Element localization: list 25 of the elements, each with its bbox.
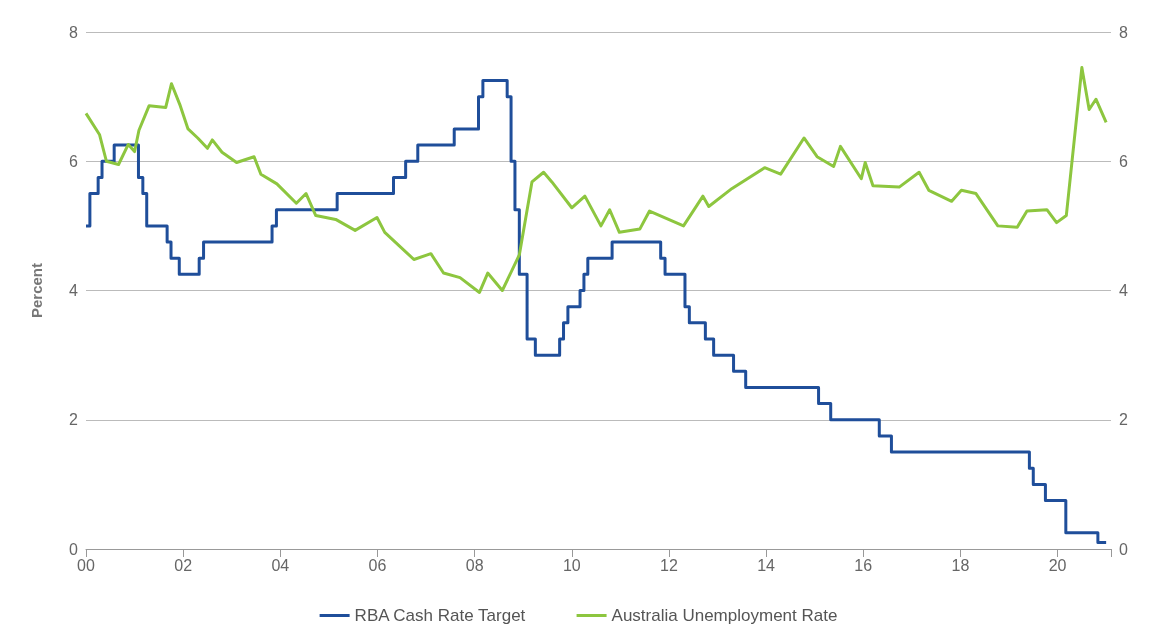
y2-tick-label: 6 <box>1119 152 1128 170</box>
x-tick-label: 16 <box>854 556 873 574</box>
line-series <box>84 66 1108 294</box>
x-tick-label: 14 <box>757 556 776 574</box>
x-tick-label: 12 <box>660 556 678 574</box>
legend-label: RBA Cash Rate Target <box>354 606 526 625</box>
legend-label: Australia Unemployment Rate <box>611 606 838 625</box>
y2-tick-label: 0 <box>1119 540 1128 558</box>
y-tick-label: 4 <box>69 282 79 299</box>
y2-tick-label: 4 <box>1119 282 1128 299</box>
y-tick-label: 6 <box>69 152 79 170</box>
x-tick-label: 20 <box>1048 556 1067 574</box>
y-tick-label: 2 <box>69 411 79 429</box>
y2-tick-label: 2 <box>1119 411 1128 429</box>
y-tick-label: 8 <box>69 23 79 41</box>
x-tick-label: 18 <box>951 556 970 574</box>
x-tick-label: 06 <box>368 556 387 574</box>
y2-tick-label: 8 <box>1119 23 1128 41</box>
y-tick-label: 0 <box>69 540 79 558</box>
x-tick-label: 08 <box>465 556 484 574</box>
y-axis-title: Percent <box>28 262 45 319</box>
x-tick-label: 04 <box>271 556 290 574</box>
x-tick-label: 02 <box>174 556 193 574</box>
x-tick-label: 10 <box>562 556 581 574</box>
x-tick-label: 00 <box>77 556 95 574</box>
